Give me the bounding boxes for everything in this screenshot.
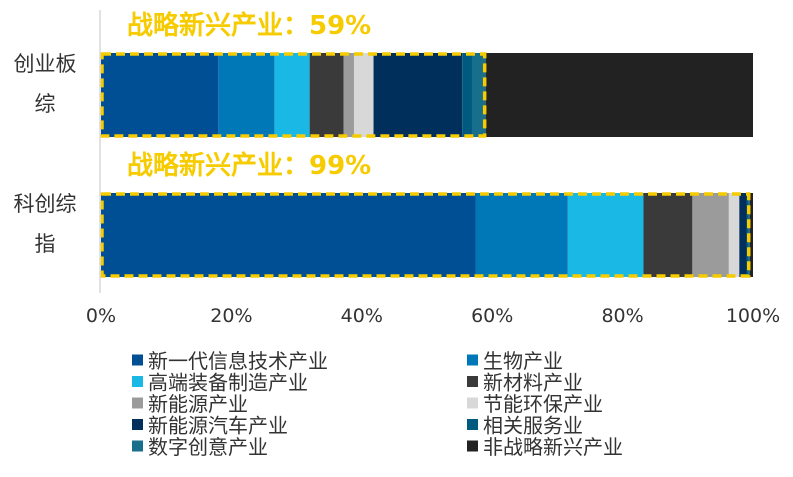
bar-segment-1-cat-1	[101, 53, 219, 137]
bar-segment-7-cat-2	[739, 193, 747, 277]
bar-segment-1-cat-2	[101, 193, 476, 277]
bar-segment-2-cat-1	[218, 53, 275, 137]
bar-segment-2-cat-2	[475, 193, 568, 277]
bar-segment-10-cat-2	[749, 193, 753, 277]
bar-segment-3-cat-2	[567, 193, 644, 277]
bar-segment-4-cat-2	[643, 193, 693, 277]
x-tick-label-2: 20%	[210, 305, 252, 327]
strategic-share-label-1: 战略新兴产业：59%	[127, 10, 371, 41]
legend-swatch-2	[467, 354, 478, 366]
legend-swatch-7	[132, 419, 143, 430]
highlight-layer	[100, 52, 751, 278]
category-label-1-line-1: 创业板	[14, 52, 77, 76]
legend-label-7: 新能源汽车产业	[148, 414, 288, 438]
legend-swatch-6	[467, 397, 478, 409]
bar-segment-6-cat-1	[353, 53, 374, 137]
x-tick-label-4: 60%	[471, 305, 513, 327]
legend-swatch-4	[467, 376, 478, 387]
bar-segment-10-cat-1	[485, 53, 753, 137]
bar-segment-5-cat-1	[343, 53, 354, 137]
bar-segment-8-cat-1	[462, 53, 472, 137]
category-label-2-line-2: 指	[35, 232, 56, 256]
legend-label-10: 非战略新兴产业	[483, 435, 623, 459]
legend-swatch-8	[467, 419, 478, 430]
bar-segment-7-cat-1	[373, 53, 463, 137]
legend-swatch-10	[467, 440, 478, 452]
legend-label-2: 生物产业	[483, 349, 563, 373]
legend-label-4: 新材料产业	[483, 371, 583, 395]
bars-layer	[101, 53, 753, 277]
strategic-share-label-2: 战略新兴产业：99%	[127, 150, 371, 181]
bar-segment-3-cat-1	[274, 53, 310, 137]
bar-segment-4-cat-1	[309, 53, 344, 137]
category-label-1-line-2: 综	[35, 92, 56, 116]
bar-segment-9-cat-1	[471, 53, 486, 137]
legend-label-8: 相关服务业	[483, 414, 583, 438]
legend-swatch-3	[132, 376, 143, 387]
category-label-2-line-1: 科创综	[14, 192, 77, 216]
bar-segment-6-cat-2	[728, 193, 740, 277]
x-tick-label-1: 0%	[86, 305, 116, 327]
legend-label-9: 数字创意产业	[148, 435, 268, 459]
legend-label-1: 新一代信息技术产业	[148, 349, 328, 373]
x-tick-label-6: 100%	[726, 305, 780, 327]
strategic-highlight-box-2	[100, 192, 751, 278]
legend-swatch-5	[132, 397, 143, 409]
x-tick-label-3: 40%	[341, 305, 383, 327]
strategic-highlight-box-1	[100, 52, 487, 138]
legend-label-3: 高端装备制造产业	[148, 371, 308, 395]
x-tick-label-5: 80%	[601, 305, 643, 327]
legend-swatch-9	[132, 440, 143, 452]
legend-label-5: 新能源产业	[148, 392, 248, 416]
bar-segment-5-cat-2	[692, 193, 729, 277]
legend-swatch-1	[132, 354, 143, 366]
legend-label-6: 节能环保产业	[483, 392, 603, 416]
axis-layer: 0% 20% 40% 60% 80% 100%	[86, 10, 780, 327]
